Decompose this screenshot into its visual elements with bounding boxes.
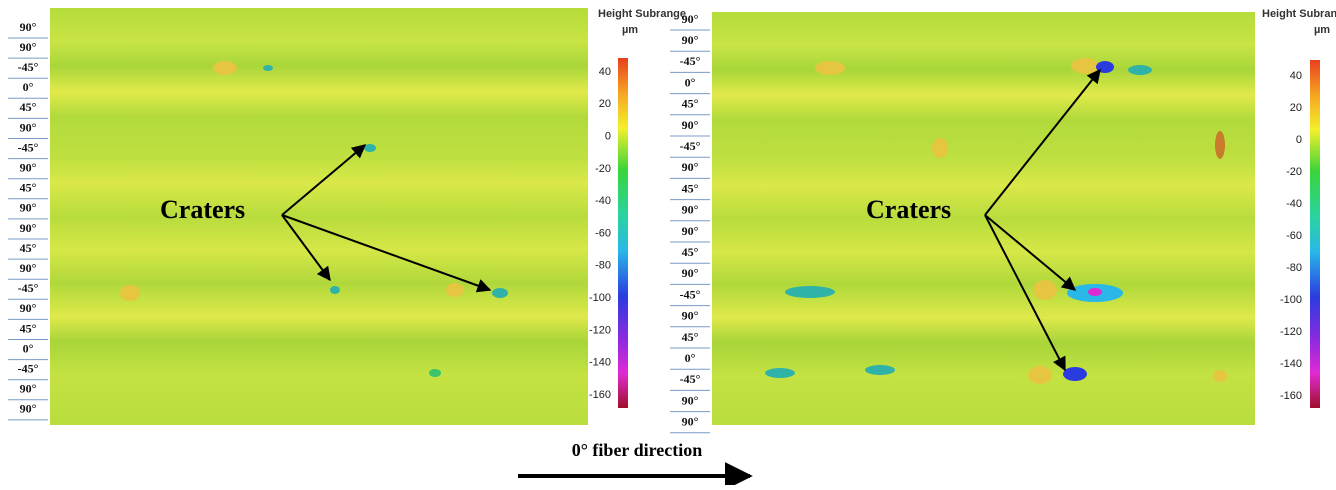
caption: 0° fiber direction: [572, 440, 703, 460]
ply-label: 45°: [682, 330, 699, 344]
colorbar-tick-label: -160: [589, 389, 611, 401]
colorbar-tick-label: -80: [595, 260, 611, 272]
ply-label: 45°: [682, 245, 699, 259]
colorbar-tick-label: 0: [605, 131, 611, 143]
ply-label: 90°: [20, 40, 37, 54]
ply-label: 90°: [20, 160, 37, 174]
ply-label: 90°: [682, 415, 699, 429]
colorbar-tick-label: 0: [1296, 134, 1302, 146]
annotation-arrow: [281, 214, 331, 282]
colorbar-tick-label: -160: [1280, 390, 1302, 402]
ply-label: 45°: [20, 181, 37, 195]
ply-label: 45°: [682, 181, 699, 195]
colorbar-tick-label: -40: [1286, 198, 1302, 210]
annotation-arrow: [984, 68, 1101, 216]
ply-label: 90°: [682, 224, 699, 238]
colorbar: [618, 58, 628, 408]
colorbar-tick-label: -100: [589, 292, 611, 304]
colorbar-tick-label: -120: [1280, 326, 1302, 338]
ply-label: -45°: [18, 140, 39, 154]
ply-label: 90°: [20, 402, 37, 416]
ply-label: 90°: [20, 20, 37, 34]
ply-label: 90°: [682, 118, 699, 132]
ply-label: 45°: [682, 97, 699, 111]
colorbar-tick-label: -60: [595, 227, 611, 239]
ply-label: 90°: [20, 301, 37, 315]
annotation: Craters: [866, 195, 951, 224]
ply-label: 90°: [682, 12, 699, 26]
ply-label: -45°: [680, 139, 701, 153]
annotation-arrow: [984, 214, 1077, 291]
colorbar: [1310, 60, 1320, 408]
ply-label: -45°: [18, 361, 39, 375]
ply-label: 90°: [682, 393, 699, 407]
colorbar-unit: µm: [622, 24, 638, 36]
ply-label: 90°: [682, 266, 699, 280]
ply-label: 90°: [682, 309, 699, 323]
colorbar-tick-label: 20: [599, 98, 611, 110]
colorbar-tick-label: -140: [589, 357, 611, 369]
ply-label: 0°: [685, 351, 696, 365]
annotation-arrow: [281, 144, 367, 216]
colorbar-tick-label: -80: [1286, 262, 1302, 274]
colorbar-tick-label: -40: [595, 195, 611, 207]
colorbar-tick-label: 40: [1290, 70, 1302, 82]
colorbar-tick-label: -120: [589, 324, 611, 336]
colorbar-tick-label: -60: [1286, 230, 1302, 242]
colorbar-tick-label: -20: [595, 163, 611, 175]
colorbar-title: Height Subrange: [598, 8, 686, 20]
ply-label: -45°: [680, 372, 701, 386]
ply-label: 0°: [685, 75, 696, 89]
ply-label: 90°: [682, 33, 699, 47]
ply-label: 90°: [20, 201, 37, 215]
ply-label: 45°: [20, 100, 37, 114]
ply-label: -45°: [18, 281, 39, 295]
annotation: Craters: [160, 195, 245, 224]
annotation-arrow: [984, 214, 1066, 372]
ply-label: 45°: [20, 321, 37, 335]
colorbar-tick-label: 40: [599, 66, 611, 78]
ply-label: -45°: [680, 54, 701, 68]
colorbar-tick-label: -100: [1280, 294, 1302, 306]
ply-label: 45°: [20, 241, 37, 255]
ply-label: 0°: [23, 80, 34, 94]
colorbar-tick-label: -140: [1280, 358, 1302, 370]
ply-label: 0°: [23, 341, 34, 355]
annotation-arrow: [281, 214, 492, 293]
ply-label: 90°: [20, 120, 37, 134]
ply-label: 90°: [682, 203, 699, 217]
colorbar-tick-label: -20: [1286, 166, 1302, 178]
ply-label: 90°: [682, 160, 699, 174]
ply-label: 90°: [20, 261, 37, 275]
colorbar-title: Height Subrange: [1262, 8, 1336, 20]
ply-label: -45°: [680, 287, 701, 301]
left-image: [50, 8, 588, 425]
colorbar-unit: µm: [1314, 24, 1330, 36]
ply-label: -45°: [18, 60, 39, 74]
colorbar-tick-label: 20: [1290, 102, 1302, 114]
ply-label: 90°: [20, 221, 37, 235]
right-image: [712, 12, 1255, 425]
ply-label: 90°: [20, 382, 37, 396]
